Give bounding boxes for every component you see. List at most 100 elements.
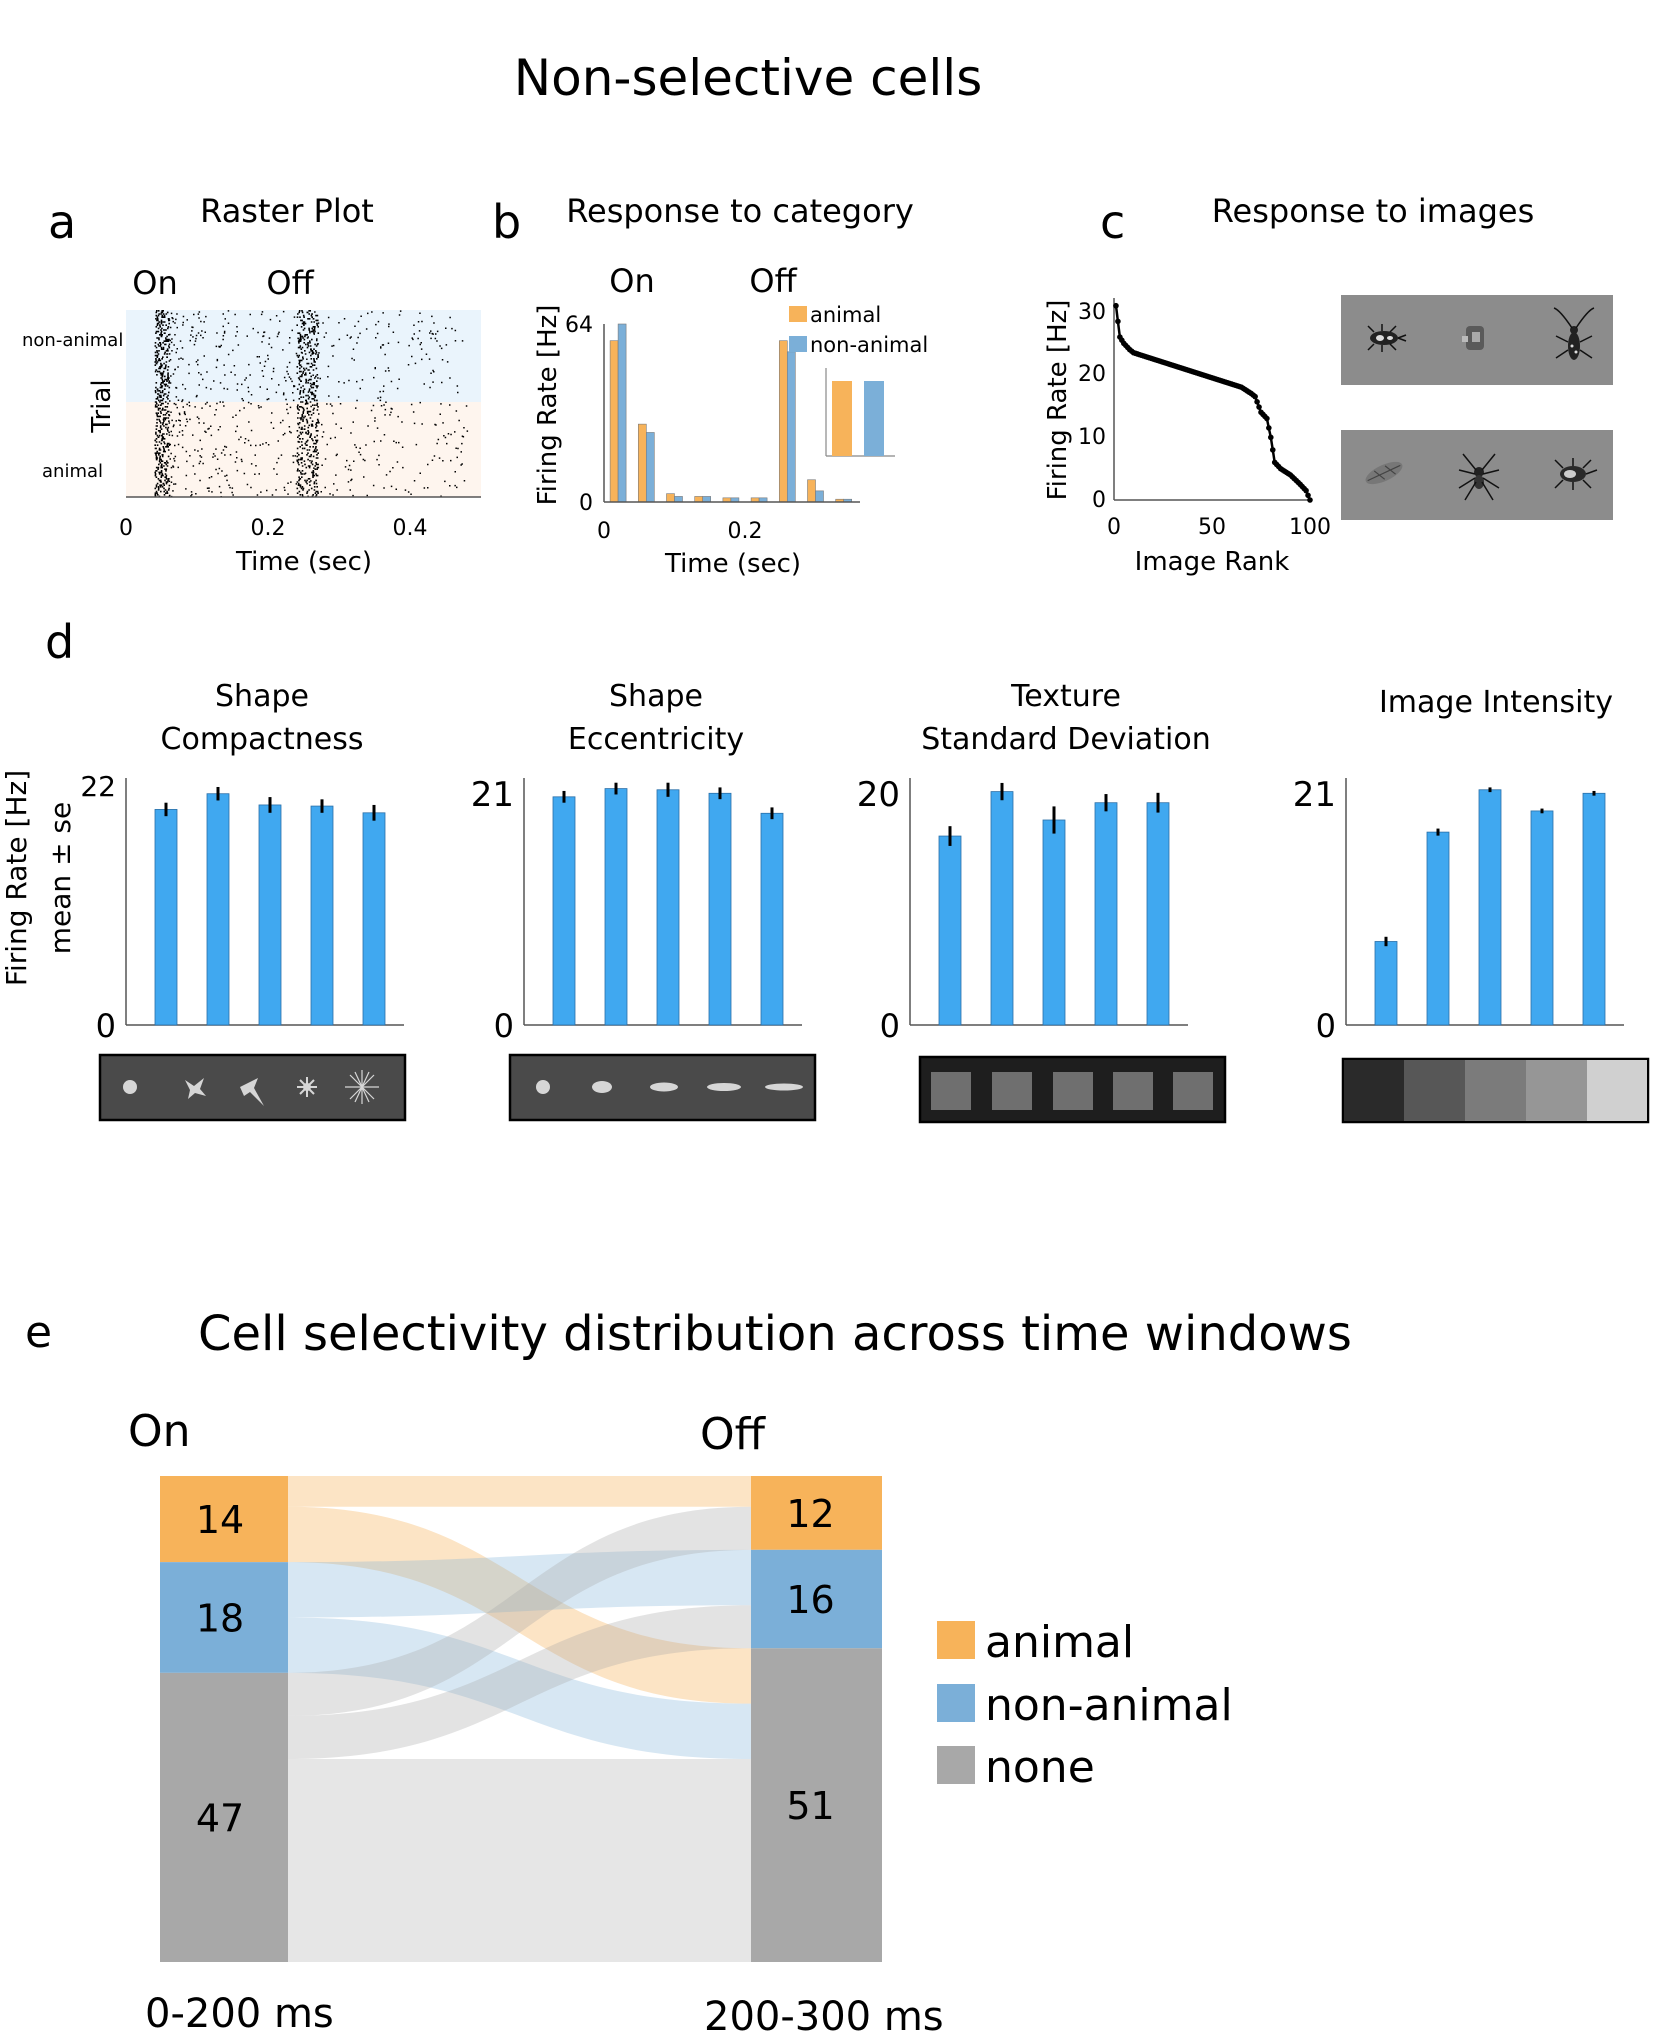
sankey-node-right-none [751,1648,882,1962]
texture-stimuli [918,1055,1227,1124]
sankey-flows [288,1476,751,1962]
sankey-legend-swatch-animal [937,1621,975,1659]
legend-swatch-non-animal [789,336,807,352]
inset-bar-animal [832,381,852,456]
sankey-flow-animal-to-animal [288,1476,751,1507]
feature-plot-2: Shape Eccentricity 21 0 [471,679,802,1045]
rank-point [1269,447,1276,453]
feature-plot-title-line2: Eccentricity [568,722,744,757]
rank-point [1113,302,1119,309]
eccentricity-stimuli [508,1053,817,1122]
raster-row-label-non-animal: non-animal [22,330,123,351]
raster-spike-marks [154,310,469,497]
feature-plot-title: Image Intensity [1379,685,1613,720]
feature-plot-y-tick: 0 [96,1007,116,1045]
panel-e-title: Cell selectivity distribution across tim… [198,1306,1352,1362]
feature-plot-title-line2: Standard Deviation [921,722,1211,757]
feature-bar [760,812,784,1026]
category-histogram [609,323,853,503]
panel-c: c Response to images 30 20 10 0 0 50 100… [1043,192,1613,577]
rank-curve [1113,302,1313,503]
sankey-node-left-none [160,1672,288,1962]
rank-point [1252,393,1258,400]
hist-bar-animal [694,496,704,503]
rank-x-tick: 100 [1289,515,1331,540]
beetle-image [1367,324,1407,352]
hist-bar-animal [807,479,816,503]
feature-bar [1146,802,1170,1026]
hist-x-tick: 0 [597,519,611,544]
panel-d-letter: d [45,615,74,669]
sankey-legend-non-animal: non-animal [985,1680,1233,1731]
panel-d: d Firing Rate [Hz] mean ± se Shape Compac… [0,615,1650,1124]
panel-a-title: Raster Plot [200,192,374,230]
sankey-node-left-non-animal [160,1562,288,1673]
sankey-node-count: 18 [196,1596,244,1640]
texture-patch [992,1072,1032,1110]
rank-point [1266,425,1272,431]
panel-b-off-label: Off [749,262,797,300]
hist-bar-animal [778,340,788,503]
moth-image [1462,326,1484,350]
hist-y-label: Firing Rate [Hz] [533,305,563,506]
panel-a-off-label: Off [266,264,314,302]
hist-bar-non-animal [702,496,712,503]
feature-bar [1374,941,1398,1026]
panel-b-letter: b [492,195,521,249]
intensity-stimuli [1341,1057,1650,1124]
rank-y-label: Firing Rate [Hz] [1043,300,1073,501]
feature-plot-1: Shape Compactness 22 0 [80,679,404,1045]
feature-plot-y-tick: 21 [1293,775,1336,815]
feature-bar [1582,792,1606,1026]
flower-beetle-image [1554,458,1598,490]
feature-bar [656,789,680,1026]
feature-bar [1042,819,1066,1026]
sankey-flow-none-to-animal [288,1506,751,1716]
leaf-insect-image [1365,461,1403,485]
hist-bar-non-animal [674,496,683,503]
feature-plot-3: Texture Standard Deviation 20 0 [857,679,1211,1045]
sankey-nodes: 14 18 47 12 16 51 [160,1476,882,1962]
rank-point [1264,415,1270,422]
sankey-flow-non-animal-to-non-animal [288,1549,751,1618]
feature-plot-title-line2: Compactness [161,722,364,757]
raster-x-tick: 0.4 [393,516,428,541]
spider-image [1458,453,1500,501]
feature-plot-title-line1: Shape [609,679,703,714]
top-images-panel [1341,295,1613,385]
panel-a-letter: a [48,195,76,249]
rank-x-label: Image Rank [1135,547,1290,577]
feature-plot-y-tick: 0 [494,1007,514,1045]
feature-bar [552,796,576,1026]
inset-bar-non-animal [864,381,884,456]
feature-plot-y-tick: 22 [80,770,116,803]
legend-label-non-animal: non-animal [810,333,928,357]
panel-b-title: Response to category [566,192,914,230]
feature-bar [206,793,230,1026]
feature-bar [258,804,282,1026]
raster-row-label-animal: animal [42,461,103,482]
hist-bar-non-animal [617,323,627,503]
hist-bar-animal [637,423,647,503]
sankey-flow-none-to-none [288,1758,751,1962]
panel-c-title: Response to images [1212,192,1535,230]
sankey-node-count: 47 [196,1796,244,1840]
feature-plot-y-tick: 21 [471,775,514,815]
feature-bar [154,809,178,1026]
sankey-node-count: 14 [196,1498,244,1542]
feature-bar [362,812,386,1026]
rank-y-tick: 10 [1078,425,1106,450]
sankey-legend-none: none [985,1742,1095,1793]
panel-d-ylabel-1: Firing Rate [Hz] [0,770,33,986]
texture-patch [931,1072,971,1110]
rank-x-tick: 0 [1107,515,1121,540]
legend-swatch-animal [789,306,807,322]
feature-bar [1530,810,1554,1026]
sankey-node-count: 16 [786,1578,834,1622]
hist-bar-non-animal [815,490,824,503]
sankey-node-left-animal [160,1476,288,1563]
panel-e-letter: e [25,1307,52,1358]
sankey-node-right-non-animal [751,1549,882,1649]
feature-bar [604,788,628,1026]
rank-y-tick: 20 [1078,362,1106,387]
